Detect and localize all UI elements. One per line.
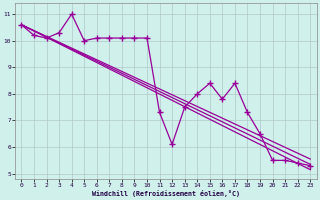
X-axis label: Windchill (Refroidissement éolien,°C): Windchill (Refroidissement éolien,°C) [92,190,240,197]
